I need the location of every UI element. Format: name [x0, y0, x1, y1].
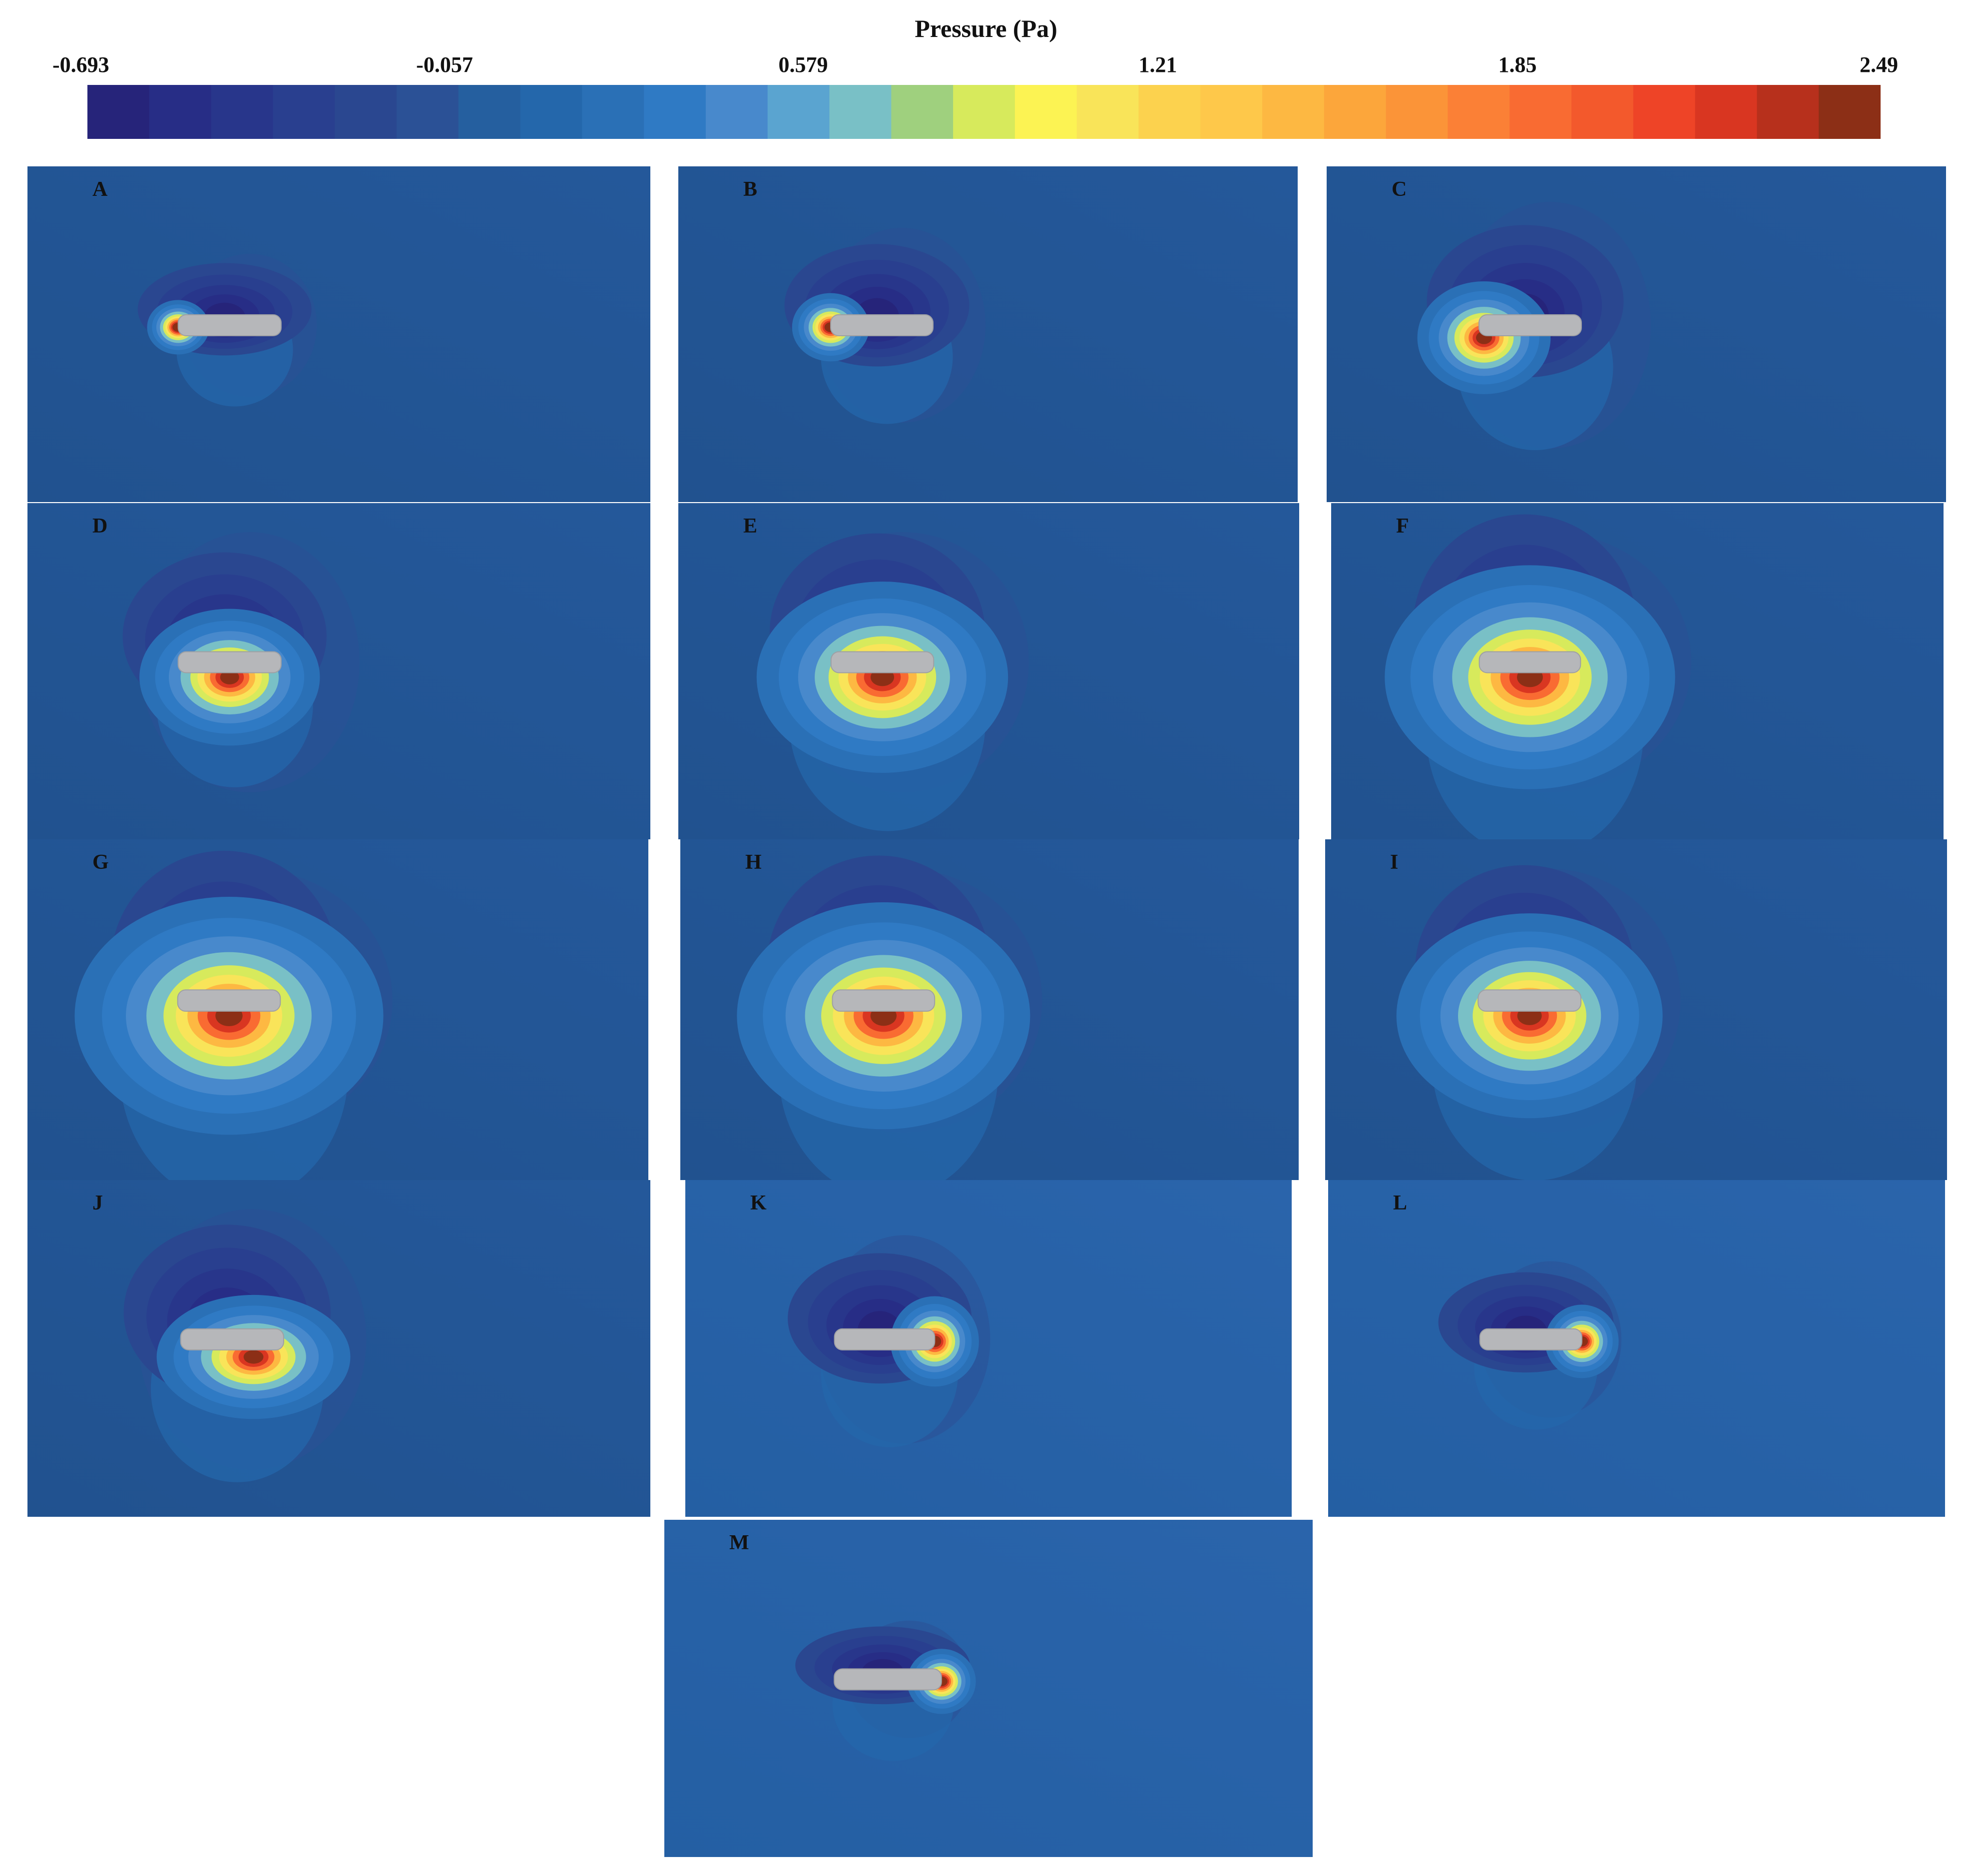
contour-panel-g: G	[27, 839, 648, 1180]
hull-body	[177, 989, 281, 1012]
hull-body	[177, 651, 282, 673]
panel-label: E	[743, 515, 758, 538]
pressure-field	[27, 839, 648, 1180]
panel-label: L	[1393, 1192, 1408, 1215]
panel-label: K	[750, 1192, 767, 1215]
colorbar-swatch	[87, 85, 150, 139]
colorbar-swatch	[1138, 85, 1201, 139]
contour-panel-f: F	[1331, 503, 1944, 839]
colorbar-tick-label: -0.693	[52, 52, 109, 77]
colorbar-swatch	[1633, 85, 1696, 139]
colorbar-swatch	[149, 85, 212, 139]
high-pressure-contour	[220, 670, 239, 684]
hull-body	[1478, 989, 1582, 1012]
pressure-colorbar	[87, 85, 1881, 139]
hull-body	[1479, 1328, 1582, 1351]
colorbar-swatch	[891, 85, 954, 139]
colorbar-swatch	[1200, 85, 1263, 139]
colorbar-swatch	[953, 85, 1015, 139]
ambient-pressure-background	[664, 1520, 1313, 1857]
colorbar-swatch	[396, 85, 459, 139]
colorbar-swatch	[705, 85, 768, 139]
colorbar-swatch	[1262, 85, 1325, 139]
colorbar-swatch	[1076, 85, 1139, 139]
ambient-pressure-background	[1328, 1180, 1945, 1517]
contour-panel-k: K	[685, 1180, 1292, 1517]
colorbar-tick-label: 1.21	[1138, 52, 1177, 77]
contour-panel-m: M	[664, 1520, 1313, 1857]
panel-label: A	[92, 178, 108, 201]
pressure-field	[664, 1520, 1313, 1857]
ambient-pressure-background	[678, 166, 1298, 502]
hull-body	[834, 1668, 942, 1691]
colorbar-swatch	[1386, 85, 1449, 139]
contour-panel-a: A	[27, 166, 650, 502]
colorbar-swatch	[644, 85, 706, 139]
contour-panel-e: E	[678, 503, 1299, 839]
colorbar-swatch	[1448, 85, 1510, 139]
panel-label: H	[745, 851, 762, 874]
panel-label: C	[1392, 178, 1407, 201]
colorbar-swatch	[1695, 85, 1758, 139]
colorbar-swatch	[1509, 85, 1572, 139]
colorbar-swatch	[1571, 85, 1634, 139]
colorbar-tick-label: -0.057	[416, 52, 473, 77]
colorbar-title: Pressure (Pa)	[915, 14, 1057, 42]
pressure-field	[27, 166, 650, 502]
panel-label: I	[1390, 851, 1399, 874]
pressure-field	[678, 503, 1299, 839]
ambient-pressure-background	[27, 166, 650, 502]
colorbar-tick-label: 1.85	[1498, 52, 1537, 77]
panel-label: F	[1396, 515, 1409, 538]
high-pressure-contour	[243, 1350, 264, 1364]
hull-body	[177, 314, 282, 336]
colorbar-swatch	[1324, 85, 1387, 139]
panel-label: G	[92, 851, 109, 874]
colorbar-swatch	[458, 85, 521, 139]
colorbar-swatch	[520, 85, 583, 139]
pressure-field	[680, 839, 1299, 1180]
pressure-field	[678, 166, 1298, 502]
panel-label: D	[92, 515, 108, 538]
pressure-field	[685, 1180, 1292, 1517]
hull-body	[1479, 651, 1581, 673]
contour-panel-d: D	[27, 503, 650, 839]
colorbar-swatch	[335, 85, 397, 139]
colorbar-swatch	[1014, 85, 1077, 139]
contour-panel-i: I	[1325, 839, 1947, 1180]
colorbar-swatch	[273, 85, 336, 139]
panel-label: B	[743, 178, 758, 201]
colorbar-tick-label: 2.49	[1860, 52, 1898, 77]
colorbar-swatch	[211, 85, 274, 139]
colorbar-tick-label: 0.579	[778, 52, 828, 77]
colorbar-swatch	[582, 85, 645, 139]
hull-body	[834, 1328, 936, 1351]
colorbar-swatch	[767, 85, 830, 139]
panel-label: J	[92, 1192, 103, 1215]
contour-panel-l: L	[1328, 1180, 1945, 1517]
pressure-field	[1328, 1180, 1945, 1517]
pressure-field	[27, 503, 650, 839]
pressure-field	[1325, 839, 1947, 1180]
hull-body	[1479, 314, 1582, 336]
pressure-field	[1327, 166, 1946, 502]
hull-body	[180, 1328, 284, 1351]
pressure-field	[27, 1180, 650, 1517]
colorbar-swatch	[829, 85, 892, 139]
pressure-field	[1331, 503, 1944, 839]
contour-panel-c: C	[1327, 166, 1946, 502]
contour-panel-j: J	[27, 1180, 650, 1517]
colorbar-swatch	[1819, 85, 1881, 139]
colorbar-swatch	[1757, 85, 1820, 139]
hull-body	[830, 651, 935, 673]
contour-panel-b: B	[678, 166, 1298, 502]
hull-body	[830, 314, 934, 336]
hull-body	[832, 989, 936, 1012]
panel-label: M	[729, 1531, 749, 1554]
contour-panel-h: H	[680, 839, 1299, 1180]
